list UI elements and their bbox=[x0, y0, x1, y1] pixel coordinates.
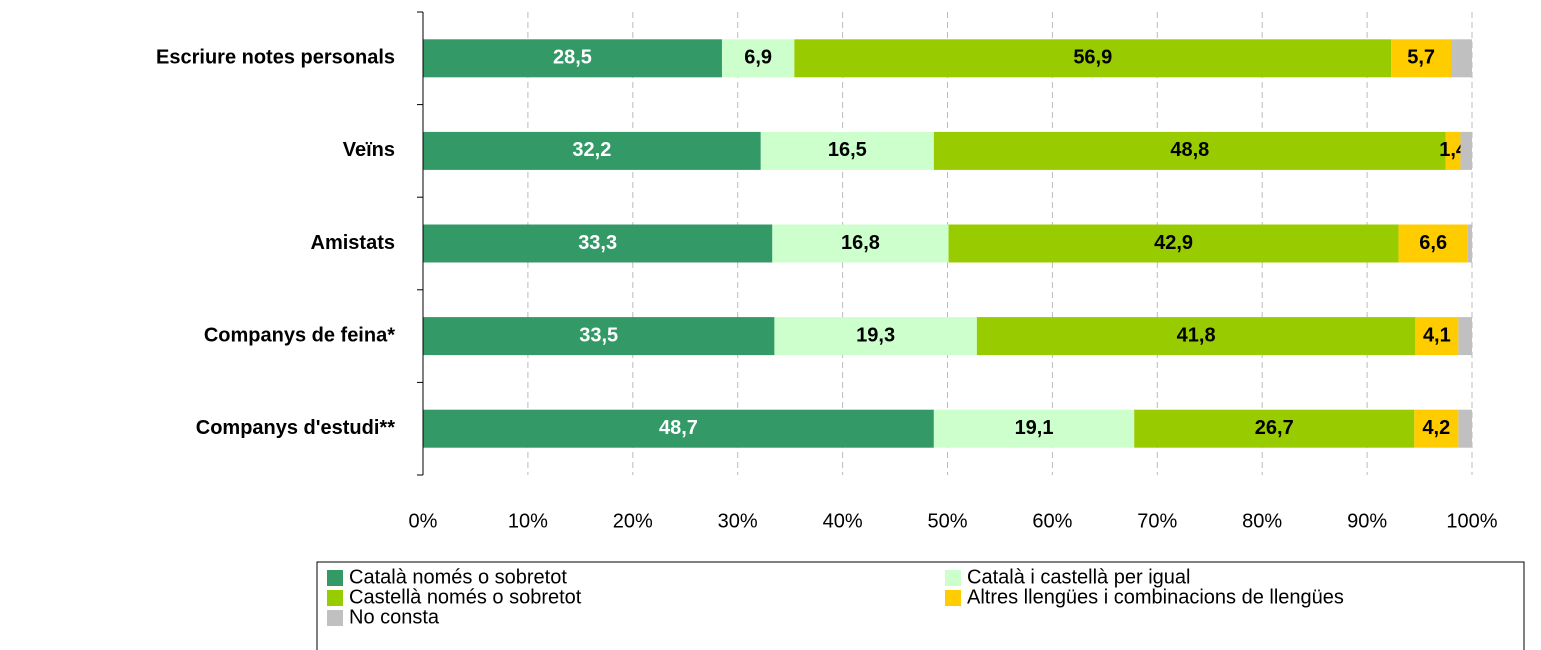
bar-segment bbox=[760, 131, 934, 170]
y-tick-label: Escriure notes personals bbox=[156, 47, 395, 69]
x-tick-label: 0% bbox=[409, 510, 438, 532]
legend-label: Altres llengües i combinacions de llengü… bbox=[967, 586, 1344, 608]
bar-segment bbox=[423, 409, 934, 448]
value-label: 6,6 bbox=[1419, 232, 1447, 254]
bar-segment bbox=[933, 409, 1135, 448]
bar-segment bbox=[1415, 317, 1459, 356]
value-label: 6,9 bbox=[744, 47, 772, 69]
value-label: 48,7 bbox=[659, 417, 698, 439]
bar-segment bbox=[1445, 131, 1461, 170]
value-label: 41,8 bbox=[1177, 324, 1216, 346]
value-label: 16,8 bbox=[841, 232, 880, 254]
value-label: 28,5 bbox=[553, 47, 592, 69]
value-label: 32,2 bbox=[572, 139, 611, 161]
bar-segment bbox=[948, 224, 1399, 263]
bar-segment bbox=[1467, 224, 1472, 263]
x-tick-label: 20% bbox=[613, 510, 653, 532]
x-tick-label: 90% bbox=[1347, 510, 1387, 532]
value-label: 48,8 bbox=[1170, 139, 1209, 161]
bar-segment bbox=[423, 317, 775, 356]
legend-swatch bbox=[327, 590, 343, 606]
value-label: 33,3 bbox=[578, 232, 617, 254]
bar-segment bbox=[423, 224, 773, 263]
bar-segment bbox=[774, 317, 977, 356]
value-label: 5,7 bbox=[1407, 47, 1435, 69]
legend-label: Català i castellà per igual bbox=[967, 566, 1190, 588]
value-label: 19,1 bbox=[1015, 417, 1054, 439]
legend-swatch bbox=[327, 610, 343, 626]
y-tick-label: Veïns bbox=[343, 139, 395, 161]
value-label: 26,7 bbox=[1255, 417, 1294, 439]
bar-segment bbox=[423, 131, 761, 170]
bar-segment bbox=[1134, 409, 1415, 448]
legend-label: Castellà només o sobretot bbox=[349, 586, 582, 608]
bar-segment bbox=[1391, 39, 1452, 78]
bar-segment bbox=[1460, 131, 1472, 170]
value-label: 4,2 bbox=[1422, 417, 1450, 439]
x-tick-label: 40% bbox=[823, 510, 863, 532]
value-label: 56,9 bbox=[1073, 47, 1112, 69]
bar-segment bbox=[1414, 409, 1459, 448]
x-tick-label: 70% bbox=[1137, 510, 1177, 532]
legend-swatch bbox=[945, 590, 961, 606]
value-label: 42,9 bbox=[1154, 232, 1193, 254]
bar-segment bbox=[772, 224, 949, 263]
bar-segment bbox=[1458, 317, 1472, 356]
bar-segment bbox=[976, 317, 1416, 356]
bar-segment bbox=[1398, 224, 1468, 263]
bar-segment bbox=[1451, 39, 1472, 78]
y-tick-label: Companys d'estudi** bbox=[196, 417, 395, 439]
legend-swatch bbox=[327, 570, 343, 586]
y-tick-label: Amistats bbox=[311, 232, 395, 254]
bar-segment bbox=[933, 131, 1446, 170]
legend-swatch bbox=[945, 570, 961, 586]
legend-box bbox=[316, 561, 1525, 650]
legend-label: Català només o sobretot bbox=[349, 566, 567, 588]
value-label: 33,5 bbox=[579, 324, 618, 346]
bar-segment bbox=[423, 39, 722, 78]
value-label: 16,5 bbox=[828, 139, 867, 161]
x-tick-label: 60% bbox=[1032, 510, 1072, 532]
bar-segment bbox=[1458, 409, 1472, 448]
x-tick-label: 80% bbox=[1242, 510, 1282, 532]
y-tick-label: Companys de feina* bbox=[204, 324, 395, 346]
value-label: 4,1 bbox=[1423, 324, 1451, 346]
value-label: 19,3 bbox=[856, 324, 895, 346]
legend-label: No consta bbox=[349, 606, 440, 628]
x-tick-label: 100% bbox=[1446, 510, 1497, 532]
bar-segment bbox=[721, 39, 795, 78]
bar-segment bbox=[794, 39, 1392, 78]
x-tick-label: 10% bbox=[508, 510, 548, 532]
x-tick-label: 30% bbox=[718, 510, 758, 532]
x-tick-label: 50% bbox=[927, 510, 967, 532]
